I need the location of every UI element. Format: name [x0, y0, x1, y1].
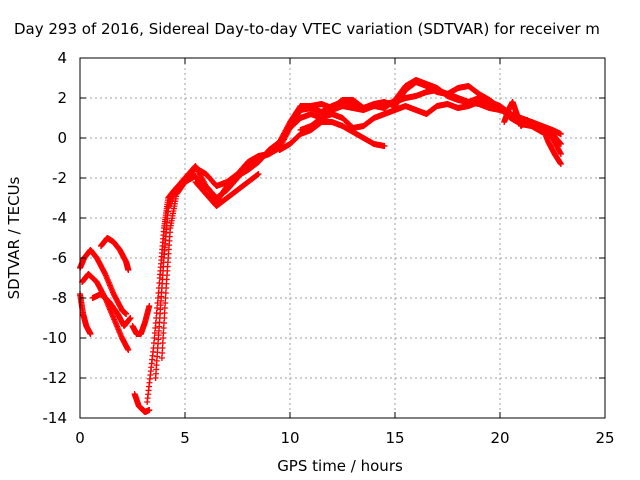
y-tick-label: 0	[57, 129, 67, 147]
data-point	[127, 315, 134, 321]
data-point	[123, 311, 130, 317]
data-point	[146, 303, 153, 309]
series-track-5	[98, 235, 132, 273]
y-tick-label: -10	[43, 329, 68, 347]
y-tick-labels: -14 -12 -10 -8 -6 -4 -2 0 2 4	[43, 49, 68, 427]
series-track-12	[276, 119, 388, 153]
y-tick-label: -4	[52, 209, 67, 227]
x-tick-label: 25	[595, 429, 614, 447]
data-point	[524, 117, 531, 123]
series-track-6	[129, 303, 153, 337]
data-point	[557, 131, 564, 137]
tick-marks	[79, 57, 606, 419]
x-axis-label: GPS time / hours	[277, 457, 403, 475]
data-points	[77, 77, 564, 415]
data-point	[557, 151, 564, 157]
series-track-1	[77, 247, 130, 317]
x-tick-label: 10	[280, 429, 299, 447]
x-tick-label: 20	[490, 429, 509, 447]
series-track-7	[131, 391, 153, 415]
y-tick-label: 2	[57, 89, 67, 107]
data-point	[557, 141, 564, 147]
data-point	[125, 267, 132, 273]
series-track-13	[297, 99, 493, 133]
y-tick-label: -2	[52, 169, 67, 187]
data-point	[125, 347, 132, 353]
data-point	[255, 171, 262, 177]
y-tick-label: -12	[43, 369, 68, 387]
y-tick-label: -6	[52, 249, 67, 267]
data-point	[381, 143, 388, 149]
data-point	[486, 105, 493, 111]
x-tick-label: 5	[180, 429, 190, 447]
x-tick-labels: 0 5 10 15 20 25	[75, 429, 614, 447]
series-track-15	[539, 123, 564, 167]
series-track-11	[192, 171, 262, 209]
data-point	[87, 331, 94, 337]
chart-title: Day 293 of 2016, Sidereal Day-to-day VTE…	[14, 20, 600, 38]
x-tick-label: 0	[75, 429, 85, 447]
data-point	[146, 407, 153, 413]
gridlines	[80, 58, 605, 418]
series-track-14	[501, 99, 531, 129]
y-tick-label: -8	[52, 289, 67, 307]
series-track-4	[89, 291, 134, 329]
y-tick-label: -14	[43, 409, 68, 427]
y-axis-label: SDTVAR / TECUs	[5, 176, 23, 299]
series-track-3	[77, 291, 94, 337]
x-tick-label: 15	[385, 429, 404, 447]
data-point	[557, 161, 564, 167]
plot-frame	[79, 57, 606, 419]
y-tick-label: 4	[57, 49, 67, 67]
